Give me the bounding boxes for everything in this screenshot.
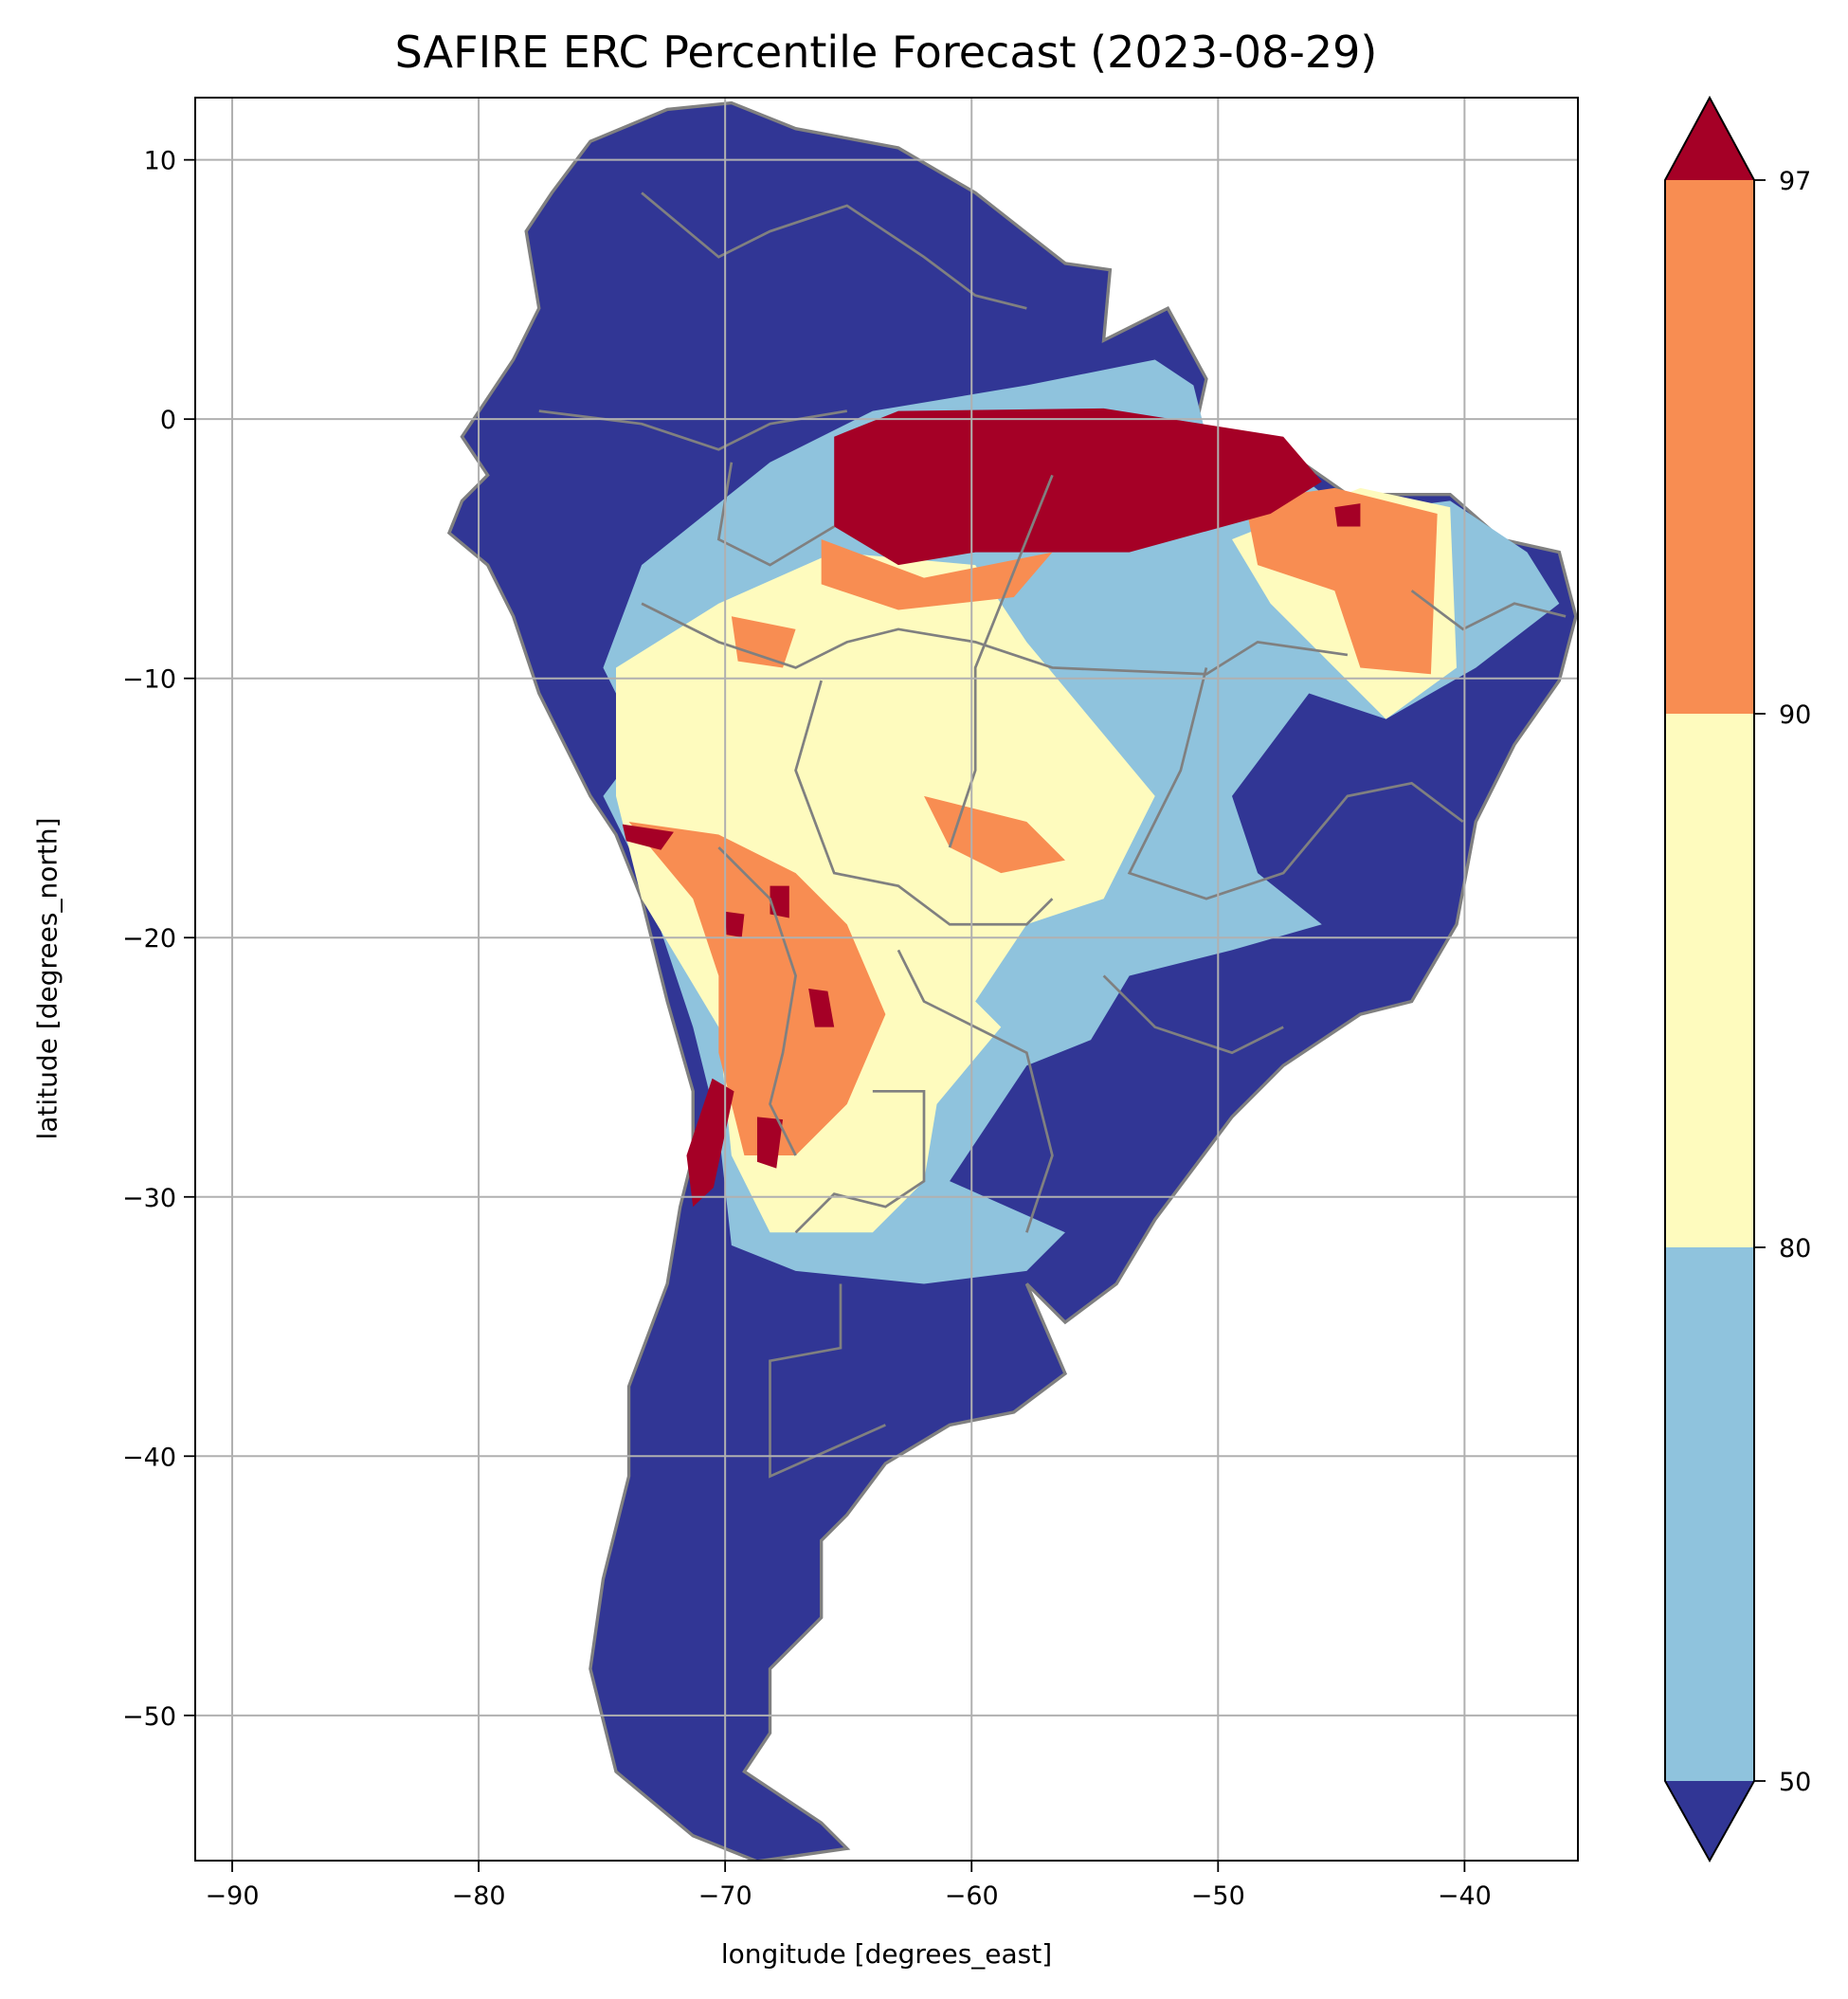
colorbar-tick-label: 90: [1779, 700, 1811, 730]
x-tick-label: −80: [452, 1881, 506, 1911]
colorbar-segment: [1665, 180, 1754, 714]
colorbar-tick-label: 80: [1779, 1234, 1811, 1263]
country-borders: [538, 191, 1567, 1479]
chart-title: SAFIRE ERC Percentile Forecast (2023-08-…: [394, 27, 1378, 78]
colorbar-extend-min: [1665, 1781, 1754, 1861]
x-axis-label: longitude [degrees_east]: [720, 1938, 1053, 1970]
y-tick-label: −50: [122, 1702, 176, 1732]
colorbar-segment: [1665, 1247, 1754, 1781]
y-tick-label: 10: [144, 147, 176, 176]
x-tick-label: −70: [698, 1881, 752, 1911]
region-90-97: [628, 487, 1438, 1156]
colorbar-segment: [1665, 714, 1754, 1247]
colorbar-tick-label: 50: [1779, 1768, 1811, 1797]
colorbar-extend-max: [1665, 98, 1754, 180]
x-tick-label: −40: [1438, 1881, 1492, 1911]
axes-frame: [194, 97, 1579, 1862]
region-above-97: [622, 408, 1361, 1208]
y-tick-label: 0: [160, 406, 176, 435]
y-tick-label: −10: [122, 665, 176, 695]
x-tick-label: −50: [1191, 1881, 1245, 1911]
colorbar-tick-label: 97: [1779, 167, 1811, 196]
x-tick-label: −60: [945, 1881, 999, 1911]
y-tick-label: −30: [122, 1184, 176, 1213]
y-tick-label: −20: [122, 924, 176, 954]
y-tick-label: −40: [122, 1443, 176, 1472]
x-tick-label: −90: [206, 1881, 260, 1911]
y-axis-label: latitude [degrees_north]: [31, 817, 63, 1140]
